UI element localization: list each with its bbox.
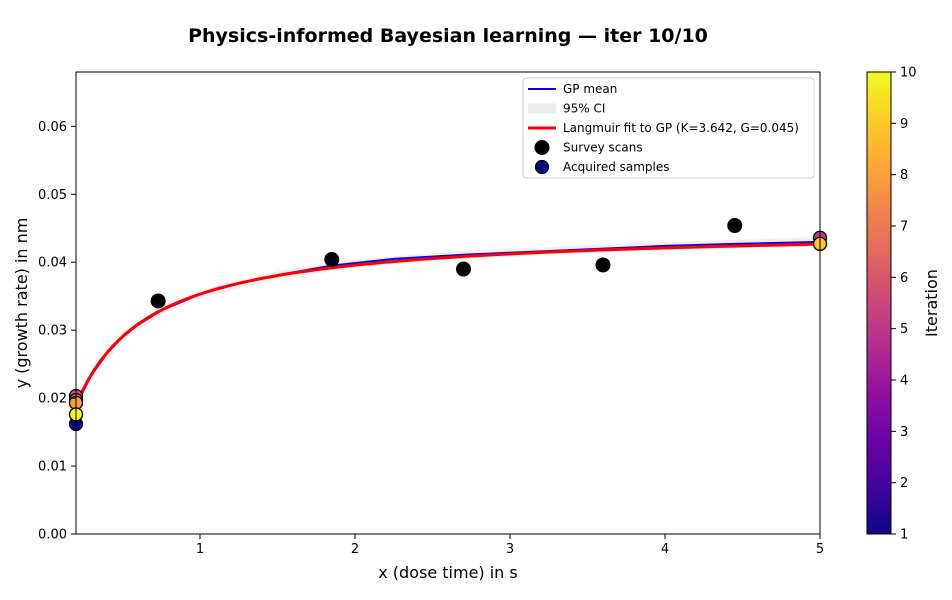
colorbar-tick-label: 8: [900, 168, 908, 183]
legend-label: Acquired samples: [563, 160, 670, 174]
legend-handle: [534, 140, 550, 155]
survey-scan-point: [595, 257, 611, 273]
x-tick-label: 2: [351, 542, 359, 557]
colorbar-label: Iteration: [922, 269, 941, 337]
legend-label: Survey scans: [563, 141, 643, 155]
y-tick-label: 0.05: [38, 188, 67, 203]
x-tick-label: 5: [816, 542, 824, 557]
survey-scan-point: [324, 252, 340, 268]
plot-area: [68, 218, 828, 432]
x-axis-label: x (dose time) in s: [378, 563, 518, 582]
legend: GP mean 95% CI Langmuir fit to GP (K=3.642…: [522, 77, 815, 179]
axes: 1 2 3 4 5 0.00 0.01 0.02 0.03 0.04 0.05 0.06: [38, 120, 824, 557]
colorbar: 1 2 3 4 5 6 7 8 9 10: [866, 66, 917, 543]
colorbar-tick-label: 3: [900, 425, 908, 440]
plot-series: [76, 237, 820, 414]
y-tick-label: 0.06: [38, 120, 67, 135]
plot-frame: [75, 71, 821, 535]
langmuir-fit-line: [76, 242, 820, 406]
x-tick-label: 4: [661, 542, 669, 557]
y-tick-label: 0.01: [38, 460, 67, 475]
colorbar-tick-label: 6: [900, 271, 908, 286]
x-tick-label: 3: [506, 542, 514, 557]
y-axis-label: y (growth rate) in nm: [12, 218, 31, 389]
survey-scan-point: [150, 293, 166, 309]
colorbar-tick-label: 2: [900, 476, 908, 491]
colorbar-tick-label: 1: [900, 528, 908, 543]
colorbar-tick-label: 7: [900, 220, 908, 235]
legend-handle: [528, 103, 556, 114]
gp-mean-line: [76, 240, 820, 408]
legend-box: [522, 77, 815, 179]
y-tick-label: 0.02: [38, 392, 67, 407]
colorbar-tick-label: 5: [900, 322, 908, 337]
y-tick-label: 0.03: [38, 324, 67, 339]
colorbar-tick-label: 4: [900, 374, 908, 389]
colorbar-frame: [866, 71, 892, 535]
colorbar-tick-label: 10: [900, 66, 917, 81]
colorbar-gradient: [867, 72, 891, 534]
colorbar-tick-label: 9: [900, 117, 908, 132]
legend-label: 95% CI: [563, 102, 605, 116]
survey-scan-point: [456, 261, 471, 277]
survey-scan-point: [727, 218, 743, 234]
y-tick-label: 0.04: [38, 256, 67, 271]
legend-label: GP mean: [563, 82, 617, 96]
legend-handle: [534, 159, 550, 175]
ci-band: [76, 237, 820, 414]
y-tick-label: 0.00: [38, 528, 67, 543]
x-tick-label: 1: [196, 542, 204, 557]
legend-label: Langmuir fit to GP (K=3.642, G=0.045): [563, 121, 799, 135]
chart-title: Physics-informed Bayesian learning — ite…: [188, 25, 708, 47]
